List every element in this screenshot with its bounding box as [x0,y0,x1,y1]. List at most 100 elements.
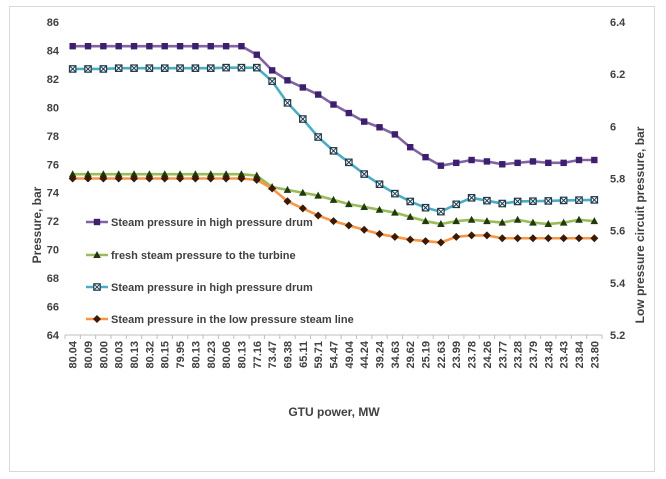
data-point [207,42,214,50]
data-point [84,170,92,178]
x-tick-label: 29.62 [405,341,417,369]
data-point [391,208,399,216]
data-point [436,238,445,247]
y-tick-label-left: 70 [47,245,59,257]
data-point [176,42,184,50]
y-tick-label-left: 74 [47,188,60,200]
data-point [528,234,537,243]
data-point-cross [345,158,353,166]
data-point-cross [452,200,460,208]
data-point [590,234,599,243]
data-point-cross [253,64,261,72]
x-tick-label: 23.77 [497,341,509,369]
data-point [252,171,261,179]
x-tick-label: 65.11 [298,341,310,368]
data-point [314,211,323,220]
data-point [130,42,138,50]
data-point [268,67,276,74]
x-tick-label: 44.24 [359,340,371,368]
data-point-cross [375,180,384,188]
data-point-cross [329,147,338,155]
y-tick-label-left: 66 [47,302,59,314]
x-tick-label: 80.13 [236,341,248,369]
data-point [69,42,76,50]
data-point-cross [514,197,522,206]
y-axis-label-right: Low pressure circuit pressure, bar [633,126,647,323]
data-point [160,170,169,178]
data-point [545,159,552,167]
legend-item: Steam pressure in high pressure drum [86,282,313,294]
series-line [72,177,595,244]
x-tick-label: 54.47 [329,341,341,369]
data-point [499,161,506,168]
data-point [559,234,568,243]
data-point [93,251,101,258]
x-tick-label: 39.24 [375,340,387,368]
data-point [176,174,185,183]
data-point [237,170,246,178]
y-tick-label-right: 5.2 [610,330,625,342]
legend: Steam pressure in high pressure drum fres… [86,217,354,326]
x-tick-label: 23.78 [467,341,479,369]
data-point-cross [84,65,92,73]
y-tick-label-left: 76 [47,159,59,171]
data-point [344,221,353,230]
legend-item: fresh steam pressure to the turbine [86,250,296,262]
data-point [329,217,338,226]
data-point [68,170,77,178]
data-point [222,42,230,50]
data-point [544,220,553,228]
data-point-cross [560,196,568,204]
data-point-cross [130,64,138,72]
y-tick-label-left: 68 [47,273,59,285]
y-tick-label-right: 5.4 [610,278,626,290]
data-point-cross [590,196,598,204]
data-point [329,195,338,203]
y-tick-label-right: 6.4 [610,17,626,29]
data-point [314,191,322,199]
x-tick-label: 59.71 [313,341,325,369]
data-point [406,212,415,220]
data-point-cross [69,65,77,73]
data-point [192,42,199,50]
data-point [591,156,598,164]
x-tick-label: 49.04 [344,340,356,368]
data-point [237,174,246,183]
data-point [467,215,476,223]
data-point-cross [437,208,445,216]
y-tick-label-left: 80 [47,102,59,114]
legend-label: fresh steam pressure to the turbine [111,250,296,262]
data-point [390,232,399,241]
data-point [575,156,583,164]
y-axis-label-left: Pressure, bar [30,186,44,263]
data-point-cross [391,190,399,198]
series-line [72,66,595,213]
data-point [191,174,200,183]
data-point [206,174,215,183]
x-tick-label: 23.80 [589,341,601,369]
data-point [283,185,292,193]
data-point [114,174,123,183]
data-point [299,84,307,91]
data-point-cross [207,64,215,72]
data-point [114,170,123,178]
data-point-cross [483,197,491,205]
data-point-cross [145,64,153,72]
data-point [146,42,153,50]
series-2 [68,170,599,228]
data-point [206,170,215,178]
data-point [298,204,307,213]
data-point [93,315,101,323]
data-point-cross [161,64,169,72]
x-tick-label: 80.04 [68,340,80,368]
data-point [284,77,291,84]
data-point [238,42,245,50]
data-point [421,217,430,225]
y-tick-label-right: 6 [610,121,616,133]
y-tick-label-left: 86 [47,17,59,29]
data-point [84,42,92,50]
x-tick-label: 34.63 [390,341,402,369]
data-point-cross [468,194,476,202]
x-tick-label: 23.79 [528,341,540,369]
x-tick-label: 24.26 [482,341,494,369]
